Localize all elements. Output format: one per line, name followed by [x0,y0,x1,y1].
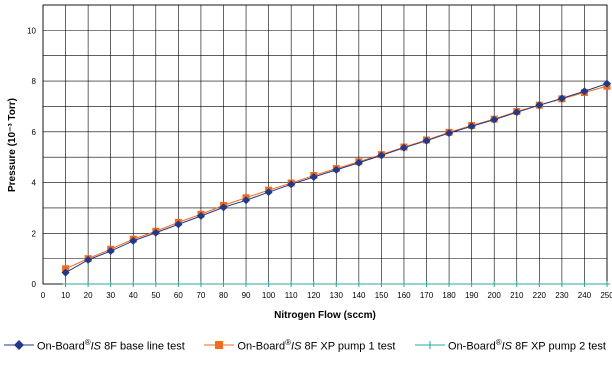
x-tick-label: 40 [129,291,138,300]
data-point [129,236,138,245]
x-tick-label: 100 [262,291,276,300]
data-point [61,268,70,277]
data-point [557,94,566,103]
x-tick-label: 10 [61,291,70,300]
legend-item-base-line: On-Board®IS 8F base line test [4,337,185,353]
data-point [242,196,251,205]
data-point [106,247,115,256]
x-tick-label: 0 [41,291,46,300]
x-tick-label: 220 [533,291,547,300]
series-3 [62,281,610,287]
x-tick-label: 230 [555,291,569,300]
data-point [399,143,408,152]
data-point [174,220,183,229]
data-point [422,136,431,145]
data-point [219,203,228,212]
y-tick-label: 0 [32,280,37,289]
data-point [535,101,544,110]
x-tick-label: 20 [84,291,93,300]
series-1 [61,79,611,277]
data-point [309,172,318,181]
data-point [151,228,160,237]
y-tick-label: 2 [32,229,37,238]
x-tick-label: 190 [465,291,479,300]
series-layer [61,79,611,287]
y-tick-labels: 0 2 4 6 8 10 [27,26,36,289]
x-tick-label: 160 [397,291,411,300]
x-axis-label: Nitrogen Flow (sccm) [274,310,376,321]
x-tick-label: 140 [352,291,366,300]
x-tick-label: 250 [600,291,612,300]
data-point [512,108,521,117]
pressure-vs-flow-chart: 0 10 20 30 40 50 60 70 80 90 100 110 120 130 140 150 160… [7,4,612,321]
x-tick-label: 170 [420,291,434,300]
x-tick-label: 80 [219,291,228,300]
x-tick-labels: 0 10 20 30 40 50 60 70 80 90 100 110 120 130 140 150 160… [41,291,612,300]
x-tick-label: 60 [174,291,183,300]
x-tick-label: 200 [488,291,502,300]
data-point [287,180,296,189]
data-point [264,188,273,197]
data-point [196,212,205,221]
legend-item-xp-pump-1: On-Board®IS 8F XP pump 1 test [204,337,396,353]
legend-plus-marker-icon [415,341,445,349]
x-tick-label: 90 [242,291,251,300]
y-tick-label: 4 [32,179,37,188]
data-point [332,165,341,174]
x-tick-label: 120 [307,291,321,300]
legend-item-xp-pump-2: On-Board®IS 8F XP pump 2 test [415,337,606,353]
data-point [580,87,589,96]
data-point [445,129,454,138]
x-tick-label: 110 [285,291,298,300]
x-tick-label: 240 [578,291,592,300]
x-tick-label: 150 [375,291,389,300]
legend-label-xp-pump-1: On-Board®IS 8F XP pump 1 test [237,337,396,353]
x-tick-label: 30 [106,291,115,300]
legend-label-xp-pump-2: On-Board®IS 8F XP pump 2 test [448,337,606,353]
data-point [354,158,363,167]
x-tick-label: 210 [510,291,524,300]
legend-diamond-marker-icon [4,340,34,350]
legend: On-Board®IS 8F base line test On-Board®I… [0,330,612,360]
data-point [490,115,499,124]
x-tick-label: 130 [330,291,344,300]
y-tick-label: 6 [32,128,37,137]
y-axis-label: Pressure (10⁻³ Torr) [7,98,18,192]
x-tick-label: 70 [196,291,205,300]
data-point [84,255,93,264]
data-point [467,122,476,131]
x-tick-label: 180 [442,291,456,300]
legend-label-base-line: On-Board®IS 8F base line test [37,337,185,353]
x-tick-label: 50 [151,291,160,300]
legend-square-marker-icon [204,341,235,349]
y-tick-label: 10 [27,26,36,35]
data-point [377,151,386,160]
y-tick-label: 8 [32,77,37,86]
data-point [603,79,611,88]
